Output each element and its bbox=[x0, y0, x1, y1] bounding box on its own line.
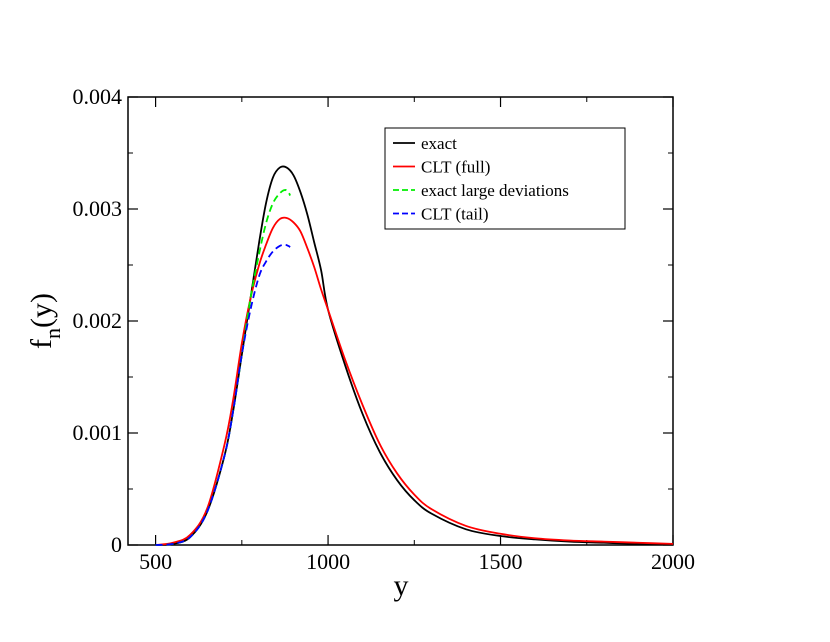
legend-label: CLT (tail) bbox=[421, 205, 489, 224]
y-axis-title-sub: n bbox=[40, 328, 65, 339]
x-axis-title: y bbox=[394, 569, 409, 602]
tick-labels: 500 1000 1500 2000 0 0.001 0.002 0.003 0.004 bbox=[73, 84, 696, 574]
x-tick-label: 2000 bbox=[651, 549, 695, 574]
legend: exact CLT (full) exact large deviations CLT… bbox=[384, 127, 626, 230]
x-tick-label: 1500 bbox=[479, 549, 523, 574]
series-line-1 bbox=[155, 216, 674, 546]
y-axis-title-main: f bbox=[25, 339, 58, 349]
series-lines bbox=[155, 165, 674, 546]
series-line-2 bbox=[155, 189, 291, 546]
y-tick-label: 0.002 bbox=[73, 308, 123, 333]
legend-label: exact large deviations bbox=[421, 181, 569, 200]
y-tick-label: 0.001 bbox=[73, 420, 123, 445]
y-axis-title-tail: (y) bbox=[25, 293, 58, 328]
legend-label: CLT (full) bbox=[421, 158, 490, 177]
y-tick-label: 0.003 bbox=[73, 196, 123, 221]
series-line-3 bbox=[155, 243, 291, 546]
legend-label: exact bbox=[421, 134, 457, 153]
legend-box bbox=[384, 127, 626, 230]
legend-items: exact CLT (full) exact large deviations CLT… bbox=[393, 134, 569, 224]
x-tick-label: 1000 bbox=[306, 549, 350, 574]
y-tick-label: 0.004 bbox=[73, 84, 123, 109]
y-axis-title: fn(y) bbox=[25, 293, 65, 349]
x-tick-label: 500 bbox=[139, 549, 172, 574]
y-tick-label: 0 bbox=[111, 532, 122, 557]
